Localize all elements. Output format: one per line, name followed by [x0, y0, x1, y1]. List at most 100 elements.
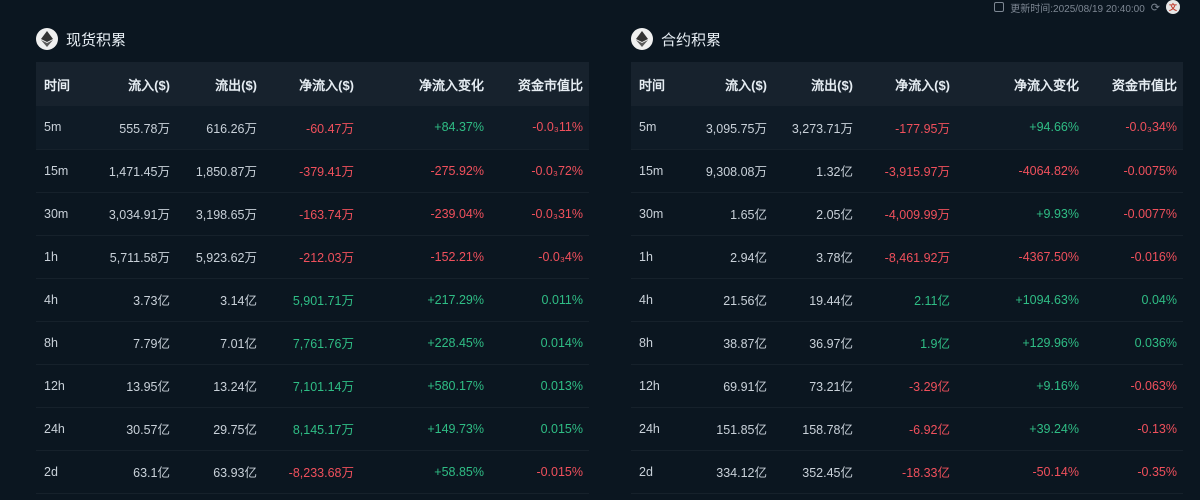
- ratio-cell: -0.13%: [1137, 421, 1177, 436]
- ratio-cell: 0.015%: [540, 421, 583, 436]
- inflow-cell: 3.73亿: [133, 294, 170, 308]
- column-header: 流出($): [215, 77, 257, 93]
- ratio-cell: -0.015%: [536, 464, 583, 479]
- time-cell: 5m: [44, 120, 62, 135]
- table-row: 12h 13.95亿 13.24亿 7,101.14万 +580.17% 0.013%: [36, 364, 589, 407]
- column-header: 资金市值比: [1111, 77, 1177, 93]
- inflow-cell: 21.56亿: [723, 294, 767, 308]
- outflow-cell: 3.14亿: [220, 294, 257, 308]
- update-time: 更新时间:2025/08/19 20:40:00: [1010, 3, 1145, 15]
- table-row: 24h 151.85亿 158.78亿 -6.92亿 +39.24% -0.13%: [631, 407, 1183, 450]
- table-body: 5m 3,095.75万 3,273.71万 -177.95万 +94.66% -0.0₃…: [631, 106, 1183, 493]
- table-row: 2d 63.1亿 63.93亿 -8,233.68万 +58.85% -0.015%: [36, 450, 589, 493]
- net-change-cell: +58.85%: [434, 464, 484, 479]
- inflow-cell: 38.87亿: [723, 337, 767, 351]
- outflow-cell: 616.26万: [206, 121, 257, 136]
- inflow-cell: 2.94亿: [730, 251, 767, 265]
- net-change-cell: -4367.50%: [1018, 249, 1079, 264]
- futures-table: 时间 流入($) 流出($) 净流入($) 净流入变化 资金市值比 5m 3,095.75万…: [631, 62, 1183, 494]
- inflow-cell: 9,308.08万: [705, 165, 767, 179]
- outflow-cell: 352.45亿: [802, 466, 853, 480]
- net-change-cell: +149.73%: [427, 421, 484, 436]
- column-header: 流入($): [725, 77, 767, 93]
- table-row: 12h 69.91亿 73.21亿 -3.29亿 +9.16% -0.063%: [631, 364, 1183, 407]
- outflow-cell: 29.75亿: [213, 423, 257, 437]
- ratio-cell: -0.0₃34%: [1125, 120, 1177, 135]
- table-body: 5m 555.78万 616.26万 -60.47万 +84.37% -0.0₃11% 15…: [36, 106, 589, 493]
- table-header: 时间 流入($) 流出($) 净流入($) 净流入变化 资金市值比: [631, 62, 1183, 106]
- net-change-cell: +217.29%: [427, 292, 484, 307]
- table-row: 5m 555.78万 616.26万 -60.47万 +84.37% -0.0₃11%: [36, 106, 589, 149]
- inflow-cell: 1,471.45万: [108, 165, 170, 179]
- ratio-cell: -0.0075%: [1123, 163, 1177, 178]
- column-header: 净流入变化: [1013, 77, 1079, 93]
- net-change-cell: +9.16%: [1036, 378, 1079, 393]
- table-row: 15m 9,308.08万 1.32亿 -3,915.97万 -4064.82% -0.0…: [631, 149, 1183, 192]
- ratio-cell: -0.0₃4%: [538, 249, 583, 264]
- table-row: 30m 3,034.91万 3,198.65万 -163.74万 -239.04% -0.…: [36, 192, 589, 235]
- inflow-cell: 69.91亿: [723, 380, 767, 394]
- ratio-cell: 0.011%: [541, 292, 583, 307]
- ratio-cell: 0.013%: [540, 378, 583, 393]
- net-change-cell: +129.96%: [1022, 335, 1079, 350]
- net-change-cell: +228.45%: [427, 335, 484, 350]
- language-icon[interactable]: 文: [1166, 0, 1180, 14]
- eth-icon: [36, 28, 58, 50]
- outflow-cell: 3,273.71万: [791, 121, 853, 136]
- time-cell: 4h: [639, 292, 653, 307]
- refresh-icon[interactable]: ⟳: [1150, 1, 1160, 14]
- inflow-cell: 151.85亿: [716, 423, 767, 437]
- net-inflow-cell: 8,145.17万: [292, 423, 354, 437]
- column-header: 流出($): [811, 77, 853, 93]
- net-inflow-cell: -8,233.68万: [288, 466, 354, 480]
- outflow-cell: 2.05亿: [816, 208, 853, 222]
- ratio-cell: -0.063%: [1130, 378, 1177, 393]
- table-row: 30m 1.65亿 2.05亿 -4,009.99万 +9.93% -0.0077%: [631, 192, 1183, 235]
- net-inflow-cell: 2.11亿: [914, 294, 950, 308]
- time-cell: 15m: [44, 163, 69, 178]
- net-inflow-cell: -8,461.92万: [884, 251, 950, 265]
- outflow-cell: 158.78亿: [802, 423, 853, 437]
- table-row: 8h 7.79亿 7.01亿 7,761.76万 +228.45% 0.014%: [36, 321, 589, 364]
- column-header: 时间: [44, 77, 71, 93]
- outflow-cell: 3,198.65万: [195, 208, 257, 222]
- ratio-cell: -0.0₃31%: [531, 206, 583, 221]
- inflow-cell: 13.95亿: [126, 380, 170, 394]
- net-inflow-cell: 5,901.71万: [292, 294, 354, 308]
- table-row: 1h 5,711.58万 5,923.62万 -212.03万 -152.21% -0.0…: [36, 235, 589, 278]
- net-change-cell: +1094.63%: [1015, 292, 1079, 307]
- time-cell: 8h: [44, 335, 58, 350]
- net-change-cell: -4064.82%: [1018, 163, 1079, 178]
- time-cell: 8h: [639, 335, 653, 350]
- net-change-cell: -239.04%: [430, 206, 484, 221]
- column-header: 资金市值比: [517, 77, 583, 93]
- ratio-cell: 0.036%: [1134, 335, 1177, 350]
- net-change-cell: -152.21%: [430, 249, 484, 264]
- net-change-cell: +39.24%: [1029, 421, 1079, 436]
- table-row: 4h 21.56亿 19.44亿 2.11亿 +1094.63% 0.04%: [631, 278, 1183, 321]
- column-header: 净流入($): [299, 77, 354, 93]
- time-cell: 1h: [44, 249, 58, 264]
- column-header: 流入($): [128, 77, 170, 93]
- outflow-cell: 13.24亿: [213, 380, 257, 394]
- table-row: 24h 30.57亿 29.75亿 8,145.17万 +149.73% 0.015%: [36, 407, 589, 450]
- net-change-cell: -50.14%: [1032, 464, 1079, 479]
- time-cell: 30m: [639, 206, 664, 221]
- inflow-cell: 7.79亿: [133, 337, 170, 351]
- time-cell: 5m: [639, 120, 657, 135]
- time-cell: 12h: [44, 378, 65, 393]
- outflow-cell: 19.44亿: [809, 294, 853, 308]
- time-cell: 12h: [639, 378, 660, 393]
- calendar-icon[interactable]: [994, 2, 1005, 12]
- net-change-cell: +9.93%: [1036, 206, 1079, 221]
- spot-table: 时间 流入($) 流出($) 净流入($) 净流入变化 资金市值比 5m 555.78万 61…: [36, 62, 589, 494]
- net-inflow-cell: -3,915.97万: [884, 165, 950, 179]
- net-change-cell: +94.66%: [1029, 120, 1079, 135]
- net-change-cell: -275.92%: [430, 163, 484, 178]
- panel-title-text: 合约积累: [661, 31, 722, 49]
- ratio-cell: -0.0077%: [1123, 206, 1177, 221]
- table-row: 4h 3.73亿 3.14亿 5,901.71万 +217.29% 0.011%: [36, 278, 589, 321]
- panel-title-text: 现货积累: [66, 31, 127, 49]
- time-cell: 2d: [44, 464, 58, 479]
- net-inflow-cell: -177.95万: [895, 121, 950, 136]
